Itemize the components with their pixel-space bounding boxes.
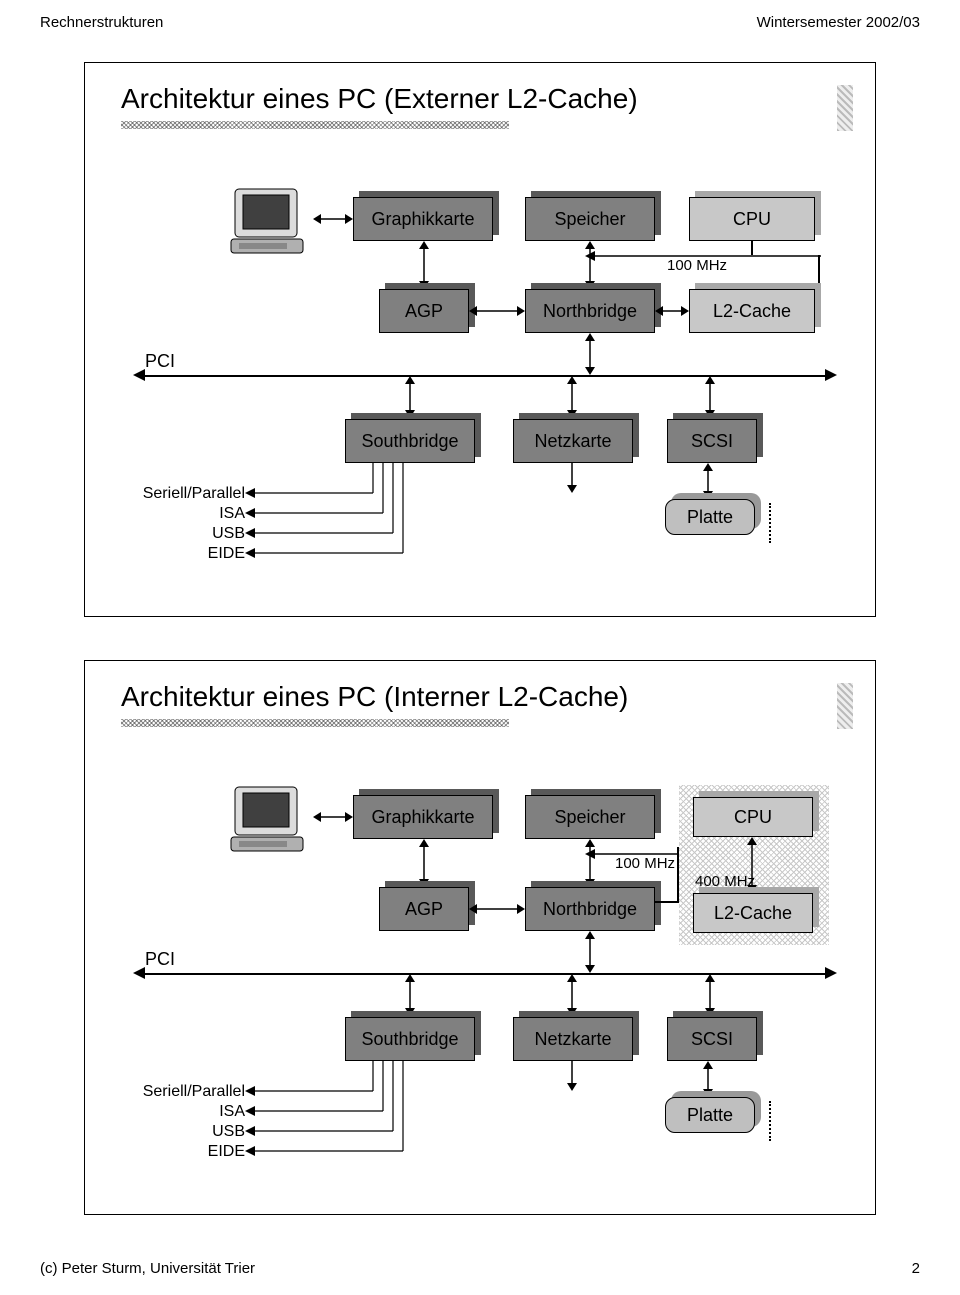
slide2-title: Architektur eines PC (Interner L2-Cache) (121, 681, 628, 713)
arrow-sp-nb (583, 241, 597, 289)
arrow-nk-down-1 (565, 463, 579, 493)
nb-corner-v (677, 847, 679, 901)
box-l2cache: L2-Cache (689, 289, 815, 333)
arrow-nk-down-2 (565, 1061, 579, 1091)
cpu-stub-1 (751, 241, 753, 255)
box-netzkarte: Netzkarte (513, 419, 633, 463)
platte-dots-2 (769, 1101, 771, 1141)
box-agp-2: AGP (379, 887, 469, 931)
arrow-pci-sb (403, 376, 417, 418)
arrow-nb-l2 (655, 304, 689, 318)
southbridge-fanout-2 (245, 1061, 415, 1171)
nb-corner-h (655, 901, 679, 903)
lbl-eide-1: EIDE (135, 545, 245, 563)
pci-arrow-r-1 (825, 369, 837, 381)
arrow-agp-nb (469, 304, 525, 318)
monitor-icon (225, 183, 315, 263)
arrow-mon-gk-2 (313, 810, 353, 824)
box-agp: AGP (379, 289, 469, 333)
southbridge-fanout-1 (245, 463, 415, 573)
arrow-nb-pci-2 (583, 931, 597, 973)
box-platte: Platte (665, 499, 755, 535)
lbl-isa-1: ISA (135, 505, 245, 523)
arrow-pci-nk-2 (565, 974, 579, 1016)
lbl-serial-2: Seriell/Parallel (135, 1083, 245, 1101)
box-southbridge: Southbridge (345, 419, 475, 463)
arrow-pci-sb-2 (403, 974, 417, 1016)
box-l2cache-2: L2-Cache (693, 893, 813, 933)
arrow-cpu-l2 (745, 837, 759, 893)
header-right: Wintersemester 2002/03 (757, 14, 920, 31)
box-graphikkarte: Graphikkarte (353, 197, 493, 241)
lbl-usb-2: USB (135, 1123, 245, 1141)
decor-stripe-1 (837, 85, 853, 131)
arrow-pci-nk (565, 376, 579, 418)
pci-bus-2 (145, 973, 825, 975)
slide1-title: Architektur eines PC (Externer L2-Cache) (121, 83, 638, 115)
arrow-agp-nb-2 (469, 902, 525, 916)
box-graphikkarte-2: Graphikkarte (353, 795, 493, 839)
arrow-nb-pci-1 (583, 333, 597, 375)
lbl-eide-2: EIDE (135, 1143, 245, 1161)
box-scsi: SCSI (667, 419, 757, 463)
footer-left: (c) Peter Sturm, Universität Trier (40, 1260, 255, 1277)
box-platte-2: Platte (665, 1097, 755, 1133)
arrow-gk-agp-2 (417, 839, 431, 887)
box-northbridge-2: Northbridge (525, 887, 655, 931)
page: Rechnerstrukturen Wintersemester 2002/03… (0, 0, 960, 1295)
arrow-pci-scsi-2 (703, 974, 717, 1016)
slide1-title-underline (121, 121, 509, 129)
box-cpu: CPU (689, 197, 815, 241)
arrow-gk-agp (417, 241, 431, 289)
footer-right: 2 (912, 1260, 920, 1277)
pci-label-2: PCI (145, 949, 175, 970)
pci-arrow-r-2 (825, 967, 837, 979)
platte-dots-1 (769, 503, 771, 543)
pci-label-1: PCI (145, 351, 175, 372)
slide-1: Architektur eines PC (Externer L2-Cache)… (84, 62, 876, 617)
pci-bus-1 (145, 375, 825, 377)
lbl-serial-1: Seriell/Parallel (135, 485, 245, 503)
lbl-usb-1: USB (135, 525, 245, 543)
slide-2: Architektur eines PC (Interner L2-Cache)… (84, 660, 876, 1215)
lbl-isa-2: ISA (135, 1103, 245, 1121)
arrow-mon-gk (313, 212, 353, 226)
slide2-title-underline (121, 719, 509, 727)
box-southbridge-2: Southbridge (345, 1017, 475, 1061)
box-speicher-2: Speicher (525, 795, 655, 839)
label-100mhz-1: 100 MHz (667, 257, 727, 274)
box-speicher: Speicher (525, 197, 655, 241)
box-northbridge: Northbridge (525, 289, 655, 333)
arrow-sp-nb-2 (583, 839, 597, 887)
header-left: Rechnerstrukturen (40, 14, 163, 31)
label-100mhz-2: 100 MHz (615, 855, 675, 872)
arrow-pci-scsi (703, 376, 717, 418)
pci-arrow-l-1 (133, 369, 145, 381)
decor-stripe-2 (837, 683, 853, 729)
box-cpu-2: CPU (693, 797, 813, 837)
box-netzkarte-2: Netzkarte (513, 1017, 633, 1061)
box-scsi-2: SCSI (667, 1017, 757, 1061)
pci-arrow-l-2 (133, 967, 145, 979)
monitor-icon-2 (225, 781, 315, 861)
